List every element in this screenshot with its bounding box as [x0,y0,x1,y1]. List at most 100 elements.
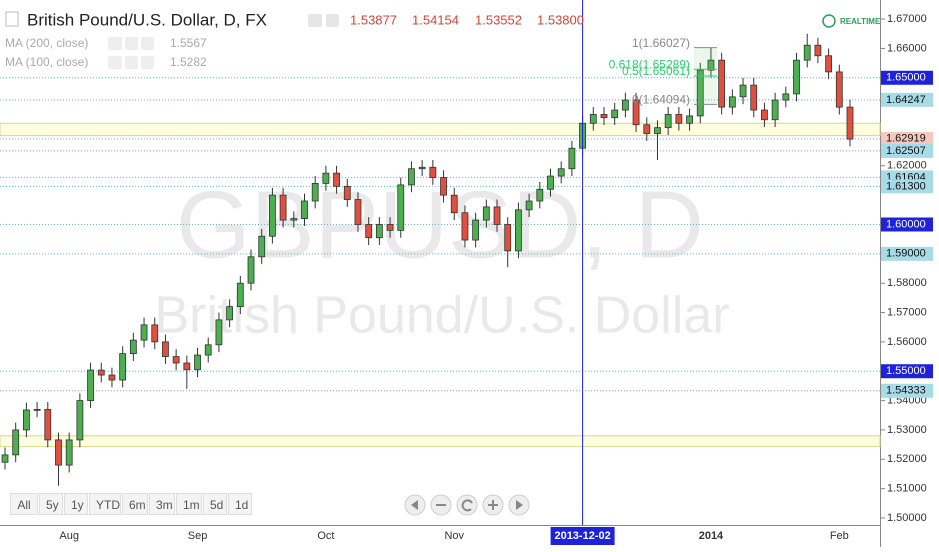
price-line-label-bg [881,179,933,194]
range-button[interactable]: 5d [203,493,227,515]
candle-body [750,84,758,111]
indicator-name: MA (100, close) [5,55,88,69]
range-button[interactable]: 5y [39,493,63,515]
candle-body [739,84,747,98]
y-tick-label: 1.52000 [887,453,927,465]
price-line-label: 1.55000 [886,365,926,377]
candle-body [782,93,790,101]
candle-body [397,184,405,231]
x-tick-label: Nov [444,530,464,542]
price-line-label: 1.60000 [886,218,926,230]
candle-body [461,212,469,241]
indicator-icon[interactable] [108,56,122,69]
candle-body [621,99,629,111]
price-line-label-bg [881,246,933,261]
candle-body [846,106,854,140]
candle-body [536,188,544,202]
indicator-value: 1.5567 [170,36,207,50]
candle-body [55,439,62,466]
plus-icon [488,500,498,510]
candle-body [119,353,127,381]
open-value: 1.53877 [350,12,397,27]
candle-body [493,206,501,225]
y-tick-label: 1.57000 [887,306,927,318]
arrow-icon [516,500,523,510]
range-button[interactable]: 1m [176,493,202,515]
range-button[interactable]: 1d [228,493,252,515]
range-button[interactable]: YTD [89,493,121,515]
candle-body [386,224,394,231]
candle-body [472,219,480,241]
price-line-label-bg [881,70,933,85]
indicator-icon[interactable] [125,37,138,50]
low-value: 1.53552 [475,12,522,27]
candle-body [515,209,522,252]
fib-label: 1(1.66027) [632,36,690,50]
candle-body [450,194,458,214]
visibility-icon[interactable] [308,14,322,27]
candle-body [333,172,340,187]
realtime-label: REALTIME [840,17,881,26]
indicator-value: 1.5282 [170,55,207,69]
collapse-button[interactable] [5,11,19,27]
candle-body [279,194,287,221]
range-button[interactable]: All [10,493,38,515]
indicator-icon[interactable] [125,56,138,69]
reset-button[interactable] [456,494,478,516]
indicator-icon[interactable] [141,37,154,50]
candle-body [429,166,437,178]
y-tick-label: 1.53000 [887,424,927,436]
price-line-label-bg [881,131,933,146]
candle-body [97,369,105,376]
candle-body [686,115,693,124]
range-button[interactable]: 6m [122,493,148,515]
candle-body [194,354,201,371]
candle-body [418,166,426,170]
candle-body [814,44,822,57]
price-line-label: 1.62919 [886,133,926,145]
candle-body [22,409,30,431]
candle-body [33,408,41,411]
y-tick-label: 1.58000 [887,277,927,289]
price-line-label: 1.64247 [886,94,926,106]
candle-body [44,408,52,441]
candle-body [343,185,351,200]
candle-body [482,206,490,221]
reset-icon [461,499,473,512]
candle-body [696,69,704,117]
price-line-label: 1.61300 [886,180,926,192]
x-tick-label: Sep [188,530,208,542]
candle-body [1,454,9,463]
candle-body [322,172,330,184]
candle-body [547,175,554,190]
candle-body [557,168,565,177]
candle-body [247,256,255,284]
range-button[interactable]: 1y [64,493,88,515]
candle-body [718,59,726,108]
fib-label: 0(1.64094) [632,93,690,107]
candle-body [290,218,298,221]
candle-body [835,71,843,108]
candle-body [632,99,640,126]
price-line-label-bg [881,364,933,379]
y-tick-label: 1.66000 [887,42,927,54]
indicator-icon[interactable] [141,56,154,69]
range-button[interactable]: 3m [149,493,175,515]
arrow-icon [411,500,418,510]
indicator-name: MA (200, close) [5,36,88,50]
price-line-label: 1.54333 [886,385,926,397]
candle-body [204,344,212,356]
candle-body [172,356,180,364]
price-line-label-bg [881,92,933,107]
candle-body [236,282,244,308]
candle-body [12,429,20,456]
candle-body [771,99,779,121]
indicator-icon[interactable] [108,37,122,50]
y-tick-label: 1.56000 [887,336,927,348]
candle-body [87,369,94,401]
x-tick-label: Aug [59,530,79,542]
settings-icon[interactable] [326,14,339,27]
candle-body [151,324,159,343]
